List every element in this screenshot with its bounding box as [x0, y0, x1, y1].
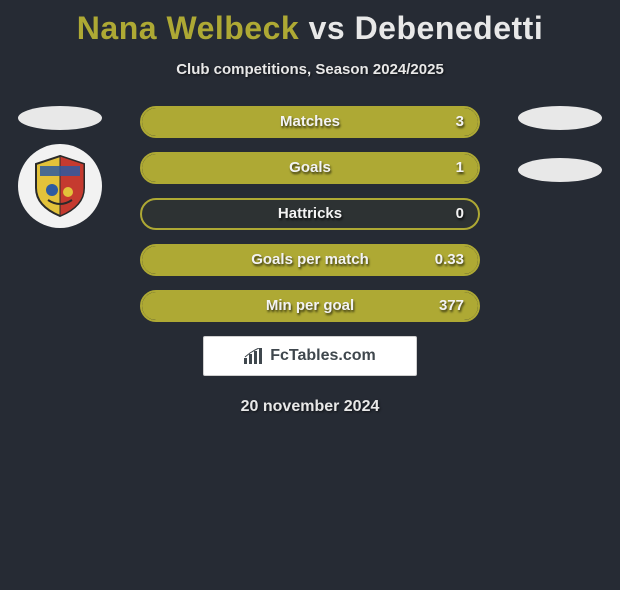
stat-row: Matches 3 [140, 106, 480, 138]
brand-text: FcTables.com [270, 347, 376, 365]
stat-value: 0.33 [435, 246, 464, 274]
stat-value: 3 [456, 108, 464, 136]
brand-box: FcTables.com [203, 336, 417, 376]
bar-chart-icon [244, 348, 264, 364]
stats-list: Matches 3 Goals 1 Hattricks 0 Goals per … [140, 106, 480, 322]
stat-row: Goals per match 0.33 [140, 244, 480, 276]
right-ellipse-2 [518, 158, 602, 182]
stat-label: Min per goal [266, 292, 354, 320]
right-ellipse-1 [518, 106, 602, 130]
stat-value: 1 [456, 154, 464, 182]
vs-text: vs [309, 10, 346, 46]
left-ellipse [18, 106, 102, 130]
stat-row: Goals 1 [140, 152, 480, 184]
content-area: Matches 3 Goals 1 Hattricks 0 Goals per … [0, 106, 620, 416]
stat-value: 0 [456, 200, 464, 228]
stat-label: Matches [280, 108, 340, 136]
date-text: 20 november 2024 [0, 398, 620, 416]
stat-row: Min per goal 377 [140, 290, 480, 322]
subtitle: Club competitions, Season 2024/2025 [0, 61, 620, 78]
stat-label: Goals per match [251, 246, 369, 274]
player2-name: Debenedetti [355, 10, 544, 46]
right-badge-column [518, 106, 602, 196]
club-logo [18, 144, 102, 228]
stat-label: Hattricks [278, 200, 342, 228]
left-badge-column [18, 106, 102, 228]
player1-name: Nana Welbeck [77, 10, 299, 46]
stat-row: Hattricks 0 [140, 198, 480, 230]
club-crest-icon [26, 152, 94, 220]
comparison-title: Nana Welbeck vs Debenedetti [0, 10, 620, 47]
stat-value: 377 [439, 292, 464, 320]
stat-label: Goals [289, 154, 331, 182]
